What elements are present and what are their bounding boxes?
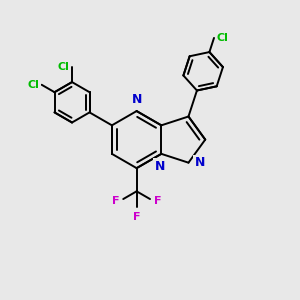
Text: Cl: Cl: [58, 62, 70, 72]
Text: N: N: [131, 93, 142, 106]
Text: N: N: [155, 160, 165, 173]
Text: Cl: Cl: [217, 33, 229, 43]
Text: F: F: [112, 196, 119, 206]
Text: F: F: [154, 196, 162, 206]
Text: Cl: Cl: [27, 80, 39, 90]
Text: N: N: [194, 156, 205, 169]
Text: F: F: [133, 212, 140, 221]
